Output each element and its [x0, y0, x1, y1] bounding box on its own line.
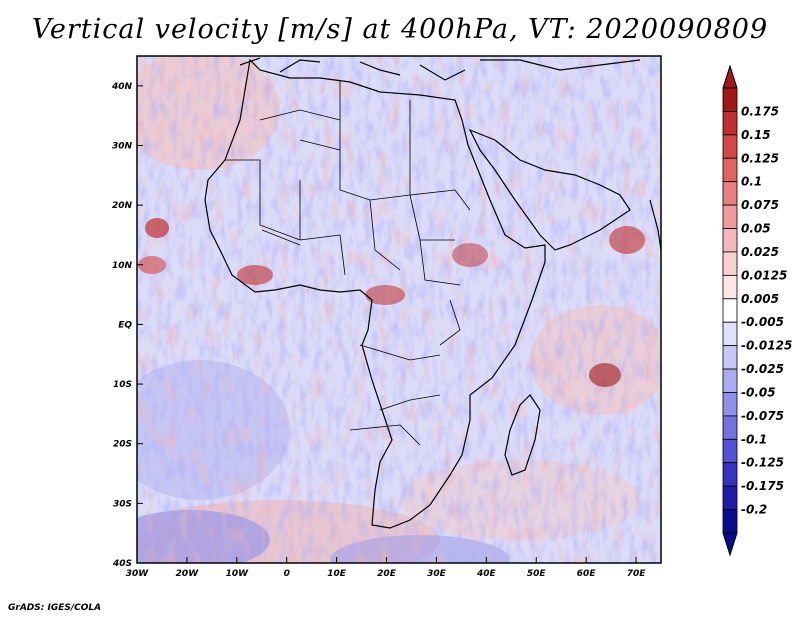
colorbar-top-arrow [722, 64, 738, 89]
lon-tick-label: 20E [377, 569, 397, 579]
colorbar-label: -0.0125 [741, 339, 792, 353]
plot-frame [136, 55, 662, 564]
colorbar-swatch [722, 251, 738, 276]
colorbar-swatch [722, 228, 738, 253]
lat-tick-label: 30S [113, 499, 132, 509]
colorbar-label: 0.025 [741, 245, 779, 259]
colorbar-label: -0.025 [741, 362, 784, 376]
colorbar-label: 0.1 [741, 175, 762, 189]
colorbar-label: 0.05 [741, 222, 771, 236]
lon-tick-label: 70E [627, 569, 647, 579]
colorbar-label: -0.075 [741, 409, 784, 423]
colorbar-bottom-arrow [722, 532, 738, 557]
country-borders [225, 80, 471, 446]
colorbar-label: -0.1 [741, 432, 767, 446]
axes: 30W 20W 10W 0 10E 20E 30E 40E 50E 60E 70E 40N 30N 20N… [111, 82, 646, 579]
colorbar-swatch [722, 157, 738, 183]
lon-tick-label: 0 [284, 569, 290, 579]
colorbar-label: -0.125 [741, 456, 784, 470]
lon-tick-label: 50E [527, 569, 547, 579]
colorbar-swatch [722, 462, 738, 487]
lon-tick-label: 30E [427, 569, 447, 579]
lat-tick-label: 20N [112, 201, 133, 211]
lat-tick-label: 10N [112, 261, 133, 271]
colorbar-swatch [722, 204, 738, 229]
lon-tick-label: 10W [226, 569, 250, 579]
colorbar-label: -0.005 [741, 315, 784, 329]
lon-tick-label: 30W [126, 569, 150, 579]
colorbar-swatch [722, 368, 738, 393]
colorbar-label: 0.075 [741, 198, 779, 212]
lat-tick-label: 40S [112, 559, 132, 569]
colorbar-label: 0.15 [741, 128, 771, 142]
grads-credit: GrADS: IGES/COLA [8, 603, 102, 613]
colorbar-swatch [722, 181, 738, 206]
colorbar-swatch [722, 485, 738, 510]
colorbar-swatch [722, 392, 738, 417]
colorbar-swatch [722, 415, 738, 440]
lat-tick-label: 40N [111, 82, 133, 92]
colorbar-label: 0.005 [741, 292, 779, 306]
colorbar-label: -0.05 [741, 385, 776, 399]
colorbar-label: -0.175 [741, 479, 784, 493]
lat-tick-label: 10S [113, 380, 132, 390]
colorbar-swatch [722, 111, 738, 136]
colorbar-label: 0.175 [741, 104, 779, 118]
velocity-field [137, 56, 661, 563]
colorbar-label: 0.125 [741, 151, 779, 165]
colorbar: 0.175 0.15 0.125 0.1 0.075 0.05 0.025 0.0125 0.0… [722, 64, 792, 557]
lat-tick-label: 30N [112, 141, 133, 151]
colorbar-label: 0.0125 [741, 268, 787, 282]
colorbar-swatch [722, 321, 738, 347]
colorbar-swatch [722, 87, 738, 112]
lon-tick-label: 60E [577, 569, 597, 579]
colorbar-swatch [722, 345, 738, 370]
colorbar-label: -0.2 [741, 503, 767, 517]
lat-tick-label: EQ [118, 320, 132, 330]
lon-tick-label: 20W [176, 569, 200, 579]
lat-tick-label: 20S [113, 440, 132, 450]
chart-title: Vertical velocity [m/s] at 400hPa, VT: 2… [31, 14, 769, 45]
lon-tick-label: 40E [476, 569, 497, 579]
colorbar-swatch [722, 274, 738, 300]
colorbar-swatch [722, 438, 738, 464]
lon-tick-label: 10E [327, 569, 347, 579]
colorbar-swatch [722, 134, 738, 159]
colorbar-swatch [722, 298, 738, 323]
colorbar-swatch [722, 509, 738, 534]
coastlines [204, 57, 661, 529]
